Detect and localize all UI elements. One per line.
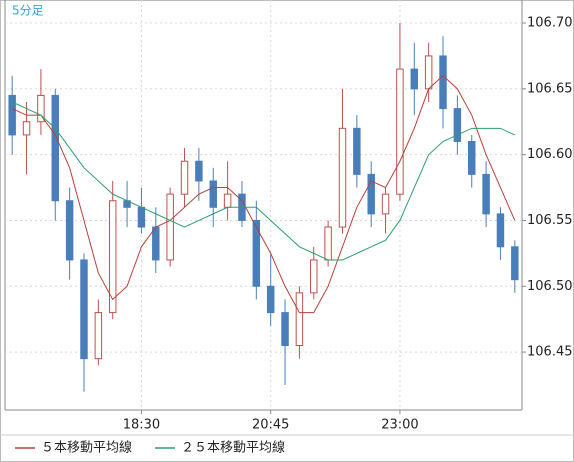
candle-body <box>80 259 88 360</box>
candle-body <box>439 55 447 110</box>
candle-body <box>51 94 59 202</box>
candle-body <box>94 312 103 360</box>
ma-line <box>11 101 516 261</box>
candle-body <box>166 193 174 261</box>
y-tick-label: 106.65 <box>527 81 573 96</box>
y-tick-label: 106.70 <box>527 16 573 31</box>
candle-body <box>195 160 203 182</box>
candle-body <box>295 292 304 347</box>
y-tick-label: 106.60 <box>527 147 573 162</box>
legend-label: ２５本移動平均線 <box>181 440 285 456</box>
candle-body <box>410 68 419 90</box>
candle-body <box>482 173 490 215</box>
candle-body <box>22 121 31 136</box>
candle-body <box>453 108 462 142</box>
candle-body <box>396 68 404 195</box>
candle-body <box>496 213 505 248</box>
x-tick-label: 23:00 <box>381 418 418 433</box>
candle-body <box>281 312 289 347</box>
ma-line <box>11 75 516 314</box>
candle-body <box>381 193 390 215</box>
candle-body <box>180 160 189 195</box>
candle-body <box>367 173 375 215</box>
y-tick-label: 106.45 <box>527 345 573 360</box>
candle-body <box>37 94 45 123</box>
legend-label: ５本移動平均線 <box>41 440 132 456</box>
candle-body <box>65 200 74 261</box>
candle-body <box>152 226 160 261</box>
x-tick-label: 20:45 <box>252 418 289 433</box>
candle-body <box>511 246 519 281</box>
candle-body <box>324 226 332 261</box>
candle-body <box>353 127 361 175</box>
candle-body <box>108 200 117 314</box>
candle-body <box>468 140 476 175</box>
candle-body <box>137 206 146 228</box>
candle-body <box>209 180 217 208</box>
x-tick-label: 18:30 <box>123 418 160 433</box>
candle-body <box>252 219 261 287</box>
candle-body <box>424 55 433 90</box>
y-tick-label: 106.50 <box>527 279 573 294</box>
candle-body <box>8 94 16 136</box>
candle-body <box>223 193 232 208</box>
candle-body <box>338 127 347 228</box>
chart-title: 5分足 <box>12 4 44 18</box>
candle-body <box>310 259 318 294</box>
y-tick-label: 106.55 <box>527 213 573 228</box>
candle-body <box>266 285 275 314</box>
